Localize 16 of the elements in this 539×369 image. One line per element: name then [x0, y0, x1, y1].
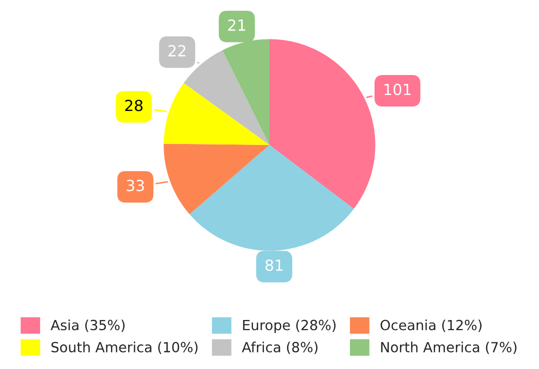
data-label: 101	[384, 84, 411, 96]
pie-slice	[270, 39, 376, 209]
pie-slice	[184, 50, 270, 145]
pie-slice	[164, 82, 270, 145]
legend-label: Africa (8%)	[242, 342, 318, 354]
data-label: 81	[266, 259, 283, 272]
data-label: 21	[228, 19, 246, 31]
data-label: 33	[126, 180, 144, 192]
data-label: 28	[125, 100, 142, 112]
data-label: 22	[168, 44, 186, 56]
legend-label: Oceania (12%)	[380, 320, 482, 332]
legend-label: North America (7%)	[381, 342, 516, 354]
legend-label: Europe (28%)	[243, 320, 336, 333]
pie-slice	[164, 144, 270, 214]
legend-label: South America (10%)	[51, 342, 198, 354]
legend-label: Asia (35%)	[50, 320, 125, 332]
